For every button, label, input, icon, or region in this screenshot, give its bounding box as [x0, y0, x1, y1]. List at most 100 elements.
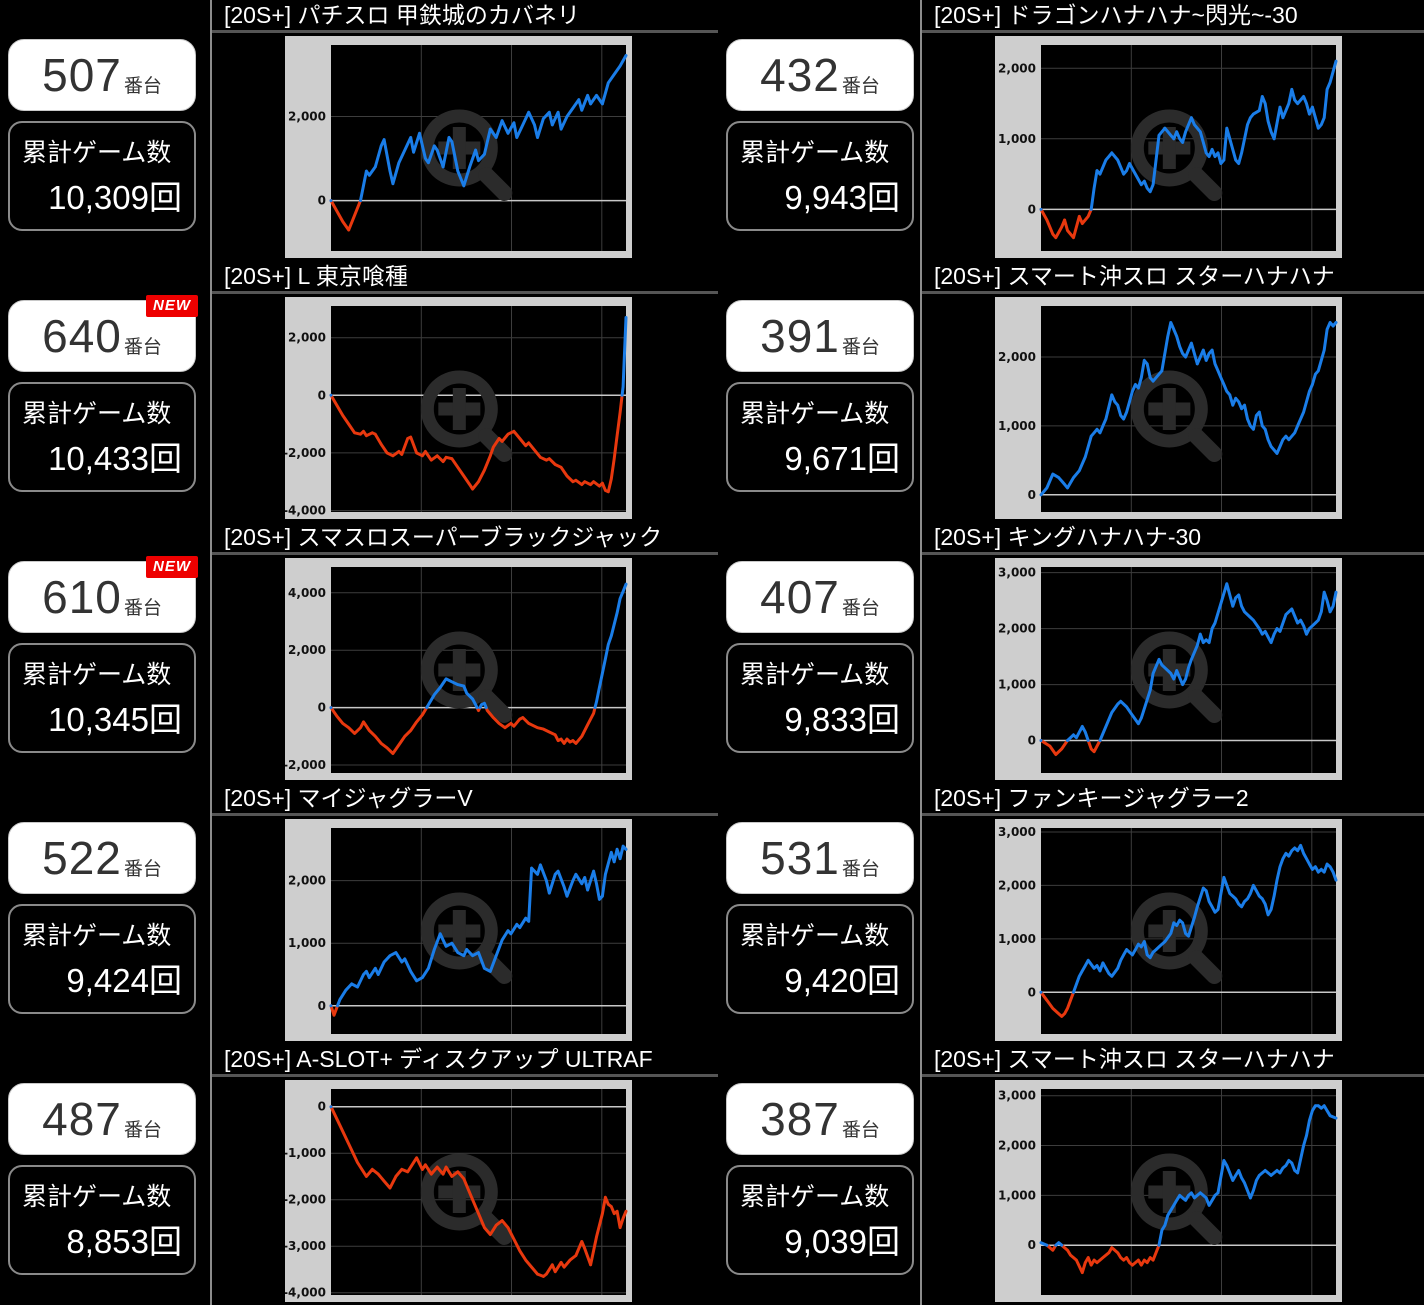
- machine-row: NEW 387 番台 累計ゲーム数 9,039回 [20S+] スマート沖スロ …: [718, 1044, 1424, 1305]
- total-games-label: 累計ゲーム数: [740, 139, 890, 167]
- svg-text:0: 0: [318, 999, 326, 1013]
- total-games-box: 累計ゲーム数 9,671回: [726, 382, 914, 492]
- machine-title: [20S+] マイジャグラーV: [224, 785, 473, 811]
- machine-number-box[interactable]: NEW 507 番台: [8, 39, 196, 111]
- chart-column: [20S+] キングハナハナ-30 3,000 2,000 1,000 0: [922, 522, 1424, 783]
- machine-info-column: NEW 391 番台 累計ゲーム数 9,671回: [718, 261, 922, 522]
- machine-info-column: NEW 610 番台 累計ゲーム数 10,345回: [0, 522, 212, 783]
- slump-graph[interactable]: 2,000 0 -2,000 -4,000: [285, 297, 632, 519]
- machine-row: NEW 507 番台 累計ゲーム数 10,309回 [20S+] パチスロ 甲鉄…: [0, 0, 718, 261]
- svg-text:-2,000: -2,000: [285, 446, 326, 460]
- machine-number-box[interactable]: NEW 391 番台: [726, 300, 914, 372]
- machine-number-box[interactable]: NEW 487 番台: [8, 1083, 196, 1155]
- svg-text:2,000: 2,000: [998, 1139, 1036, 1153]
- machine-number: 610: [42, 571, 122, 623]
- total-games-value: 8,853回: [66, 1223, 182, 1260]
- machine-number-box[interactable]: NEW 522 番台: [8, 822, 196, 894]
- total-games-box: 累計ゲーム数 9,943回: [726, 121, 914, 231]
- svg-text:2,000: 2,000: [998, 878, 1036, 892]
- machine-group-right: NEW 432 番台 累計ゲーム数 9,943回 [20S+] ドラゴンハナハナ…: [718, 0, 1424, 1305]
- machine-title: [20S+] L 東京喰種: [224, 263, 408, 289]
- machine-title: [20S+] キングハナハナ-30: [934, 524, 1202, 550]
- chart-column: [20S+] A-SLOT+ ディスクアップ ULTRAF 0 -1,000 -2,…: [212, 1044, 718, 1305]
- machine-info-column: NEW 487 番台 累計ゲーム数 8,853回: [0, 1044, 212, 1305]
- total-games-box: 累計ゲーム数 9,039回: [726, 1165, 914, 1275]
- machine-number-box[interactable]: NEW 640 番台: [8, 295, 198, 372]
- title-underline: [922, 1074, 1424, 1077]
- total-games-value: 10,433回: [48, 440, 182, 477]
- title-underline: [922, 30, 1424, 33]
- svg-text:-1,000: -1,000: [285, 1146, 326, 1160]
- zoom-watermark-icon: [1130, 370, 1223, 462]
- machine-number-suffix: 番台: [123, 1119, 162, 1141]
- total-games-box: 累計ゲーム数 9,833回: [726, 643, 914, 753]
- machine-title: [20S+] スマスロスーパーブラックジャック: [224, 524, 663, 550]
- title-underline: [922, 552, 1424, 555]
- machine-row: NEW 407 番台 累計ゲーム数 9,833回 [20S+] キングハナハナ-…: [718, 522, 1424, 783]
- slump-graph[interactable]: 2,000 1,000 0: [995, 297, 1342, 519]
- zoom-watermark-icon: [420, 631, 513, 723]
- machine-number-box[interactable]: NEW 407 番台: [726, 561, 914, 633]
- total-games-value: 9,943回: [784, 179, 900, 216]
- machine-row: NEW 640 番台 累計ゲーム数 10,433回 [20S+] L 東京喰種 …: [0, 261, 718, 522]
- machine-number-suffix: 番台: [841, 336, 880, 358]
- svg-text:2,000: 2,000: [288, 110, 326, 124]
- svg-text:0: 0: [318, 388, 326, 402]
- total-games-value: 9,420回: [784, 962, 900, 999]
- machine-number-box[interactable]: NEW 531 番台: [726, 822, 914, 894]
- total-games-label: 累計ゲーム数: [22, 661, 172, 689]
- svg-text:3,000: 3,000: [998, 1089, 1036, 1103]
- machine-number: 487: [42, 1093, 122, 1145]
- title-underline: [212, 552, 718, 555]
- svg-text:3,000: 3,000: [998, 825, 1036, 839]
- slump-graph[interactable]: 3,000 2,000 1,000 0: [995, 819, 1342, 1041]
- svg-text:2,000: 2,000: [998, 622, 1036, 636]
- chart-column: [20S+] スマスロスーパーブラックジャック 4,000 2,000 0 -2,00…: [212, 522, 718, 783]
- total-games-box: 累計ゲーム数 10,309回: [8, 121, 196, 231]
- new-badge: NEW: [146, 556, 198, 578]
- slump-graph-svg: 0 -1,000 -2,000 -3,000 -4,000: [285, 1080, 632, 1302]
- slump-graph[interactable]: 4,000 2,000 0 -2,000: [285, 558, 632, 780]
- slump-graph[interactable]: 2,000 0: [285, 36, 632, 258]
- slump-graph[interactable]: 0 -1,000 -2,000 -3,000 -4,000: [285, 1080, 632, 1302]
- total-games-box: 累計ゲーム数 9,424回: [8, 904, 196, 1014]
- chart-column: [20S+] スマート沖スロ スターハナハナ 2,000 1,000 0: [922, 261, 1424, 522]
- total-games-value: 9,833回: [784, 701, 900, 738]
- slump-graph[interactable]: 3,000 2,000 1,000 0: [995, 558, 1342, 780]
- machine-number-box[interactable]: NEW 610 番台: [8, 556, 198, 633]
- machine-row: NEW 531 番台 累計ゲーム数 9,420回 [20S+] ファンキージャグ…: [718, 783, 1424, 1044]
- total-games-value: 9,671回: [784, 440, 900, 477]
- machine-number-box[interactable]: NEW 387 番台: [726, 1083, 914, 1155]
- slump-graph[interactable]: 2,000 1,000 0: [995, 36, 1342, 258]
- machine-number-box[interactable]: NEW 432 番台: [726, 39, 914, 111]
- machine-number: 407: [760, 571, 840, 623]
- machine-rows: NEW 432 番台 累計ゲーム数 9,943回 [20S+] ドラゴンハナハナ…: [718, 0, 1424, 1305]
- machine-info-column: NEW 507 番台 累計ゲーム数 10,309回: [0, 0, 212, 261]
- machine-row: NEW 610 番台 累計ゲーム数 10,345回 [20S+] スマスロスーパ…: [0, 522, 718, 783]
- total-games-value: 10,345回: [48, 701, 182, 738]
- svg-text:-4,000: -4,000: [285, 504, 326, 518]
- machine-number-suffix: 番台: [123, 597, 162, 619]
- total-games-label: 累計ゲーム数: [740, 1183, 890, 1211]
- group-divider: [210, 0, 212, 1305]
- machine-number-suffix: 番台: [841, 1119, 880, 1141]
- machine-number: 432: [760, 49, 840, 101]
- slump-graph[interactable]: 2,000 1,000 0: [285, 819, 632, 1041]
- slump-graph[interactable]: 3,000 2,000 1,000 0: [995, 1080, 1342, 1302]
- total-games-value: 10,309回: [48, 179, 182, 216]
- svg-text:4,000: 4,000: [288, 586, 326, 600]
- slump-graph-svg: 3,000 2,000 1,000 0: [995, 558, 1342, 780]
- chart-column: [20S+] スマート沖スロ スターハナハナ 3,000 2,000 1,000 0: [922, 1044, 1424, 1305]
- slump-graph-svg: 2,000 0 -2,000 -4,000: [285, 297, 632, 519]
- svg-text:2,000: 2,000: [288, 874, 326, 888]
- total-games-label: 累計ゲーム数: [740, 922, 890, 950]
- machine-title: [20S+] A-SLOT+ ディスクアップ ULTRAF: [224, 1046, 653, 1072]
- chart-column: [20S+] パチスロ 甲鉄城のカバネリ 2,000 0: [212, 0, 718, 261]
- svg-text:2,000: 2,000: [288, 331, 326, 345]
- total-games-box: 累計ゲーム数 8,853回: [8, 1165, 196, 1275]
- svg-text:2,000: 2,000: [288, 643, 326, 657]
- title-underline: [212, 1074, 718, 1077]
- machine-number-suffix: 番台: [123, 858, 162, 880]
- machine-number-suffix: 番台: [123, 75, 162, 97]
